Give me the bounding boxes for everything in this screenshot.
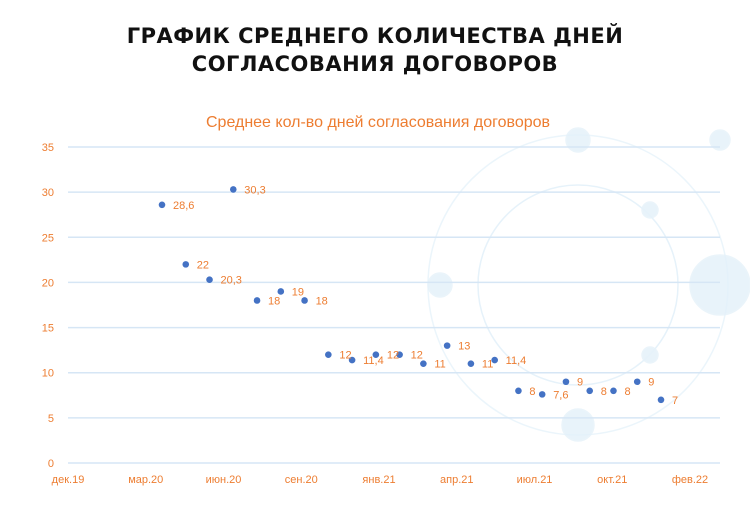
y-tick-label: 25 — [42, 232, 54, 244]
chart-title: Среднее кол-во дней согласования договор… — [206, 114, 550, 131]
data-label: 12 — [339, 350, 351, 362]
data-point — [443, 342, 451, 349]
data-label: 18 — [268, 295, 280, 307]
decor-circle — [477, 184, 679, 386]
decor-circle — [427, 134, 729, 436]
decor-circle — [565, 127, 591, 153]
decor-circle — [689, 254, 750, 316]
data-label: 12 — [387, 350, 399, 362]
data-label: 13 — [458, 341, 470, 353]
x-tick-label: июл.21 — [517, 474, 553, 486]
decor-circle — [641, 201, 659, 219]
data-point — [610, 387, 617, 395]
y-tick-label: 15 — [42, 323, 54, 335]
data-point — [562, 378, 570, 386]
data-point — [206, 276, 213, 284]
x-tick-label: янв.21 — [362, 474, 395, 486]
data-point — [325, 351, 332, 358]
data-label: 20,3 — [221, 275, 242, 287]
data-point — [158, 201, 166, 209]
data-point — [253, 297, 261, 304]
data-label: 22 — [197, 259, 209, 271]
data-label: 9 — [648, 377, 654, 389]
data-point — [301, 297, 308, 304]
data-label: 11,4 — [363, 355, 384, 367]
data-point — [182, 261, 190, 268]
y-tick-label: 30 — [42, 187, 54, 199]
x-tick-label: сен.20 — [285, 474, 318, 486]
page-title: ГРАФИК СРЕДНЕГО КОЛИЧЕСТВА ДНЕЙ СОГЛАСОВ… — [0, 22, 750, 78]
decor-circle — [709, 129, 731, 151]
y-tick-label: 0 — [48, 458, 54, 470]
data-label: 19 — [292, 286, 304, 298]
data-label: 11 — [482, 359, 493, 371]
data-point — [515, 387, 522, 395]
data-point — [467, 360, 475, 367]
y-tick-label: 35 — [42, 142, 54, 154]
decor-circle — [561, 408, 595, 442]
data-label: 7 — [672, 395, 678, 407]
data-point — [491, 356, 498, 364]
x-tick-label: июн.20 — [206, 474, 242, 486]
x-tick-label: апр.21 — [440, 474, 473, 486]
data-label: 8 — [624, 386, 630, 398]
data-point — [348, 356, 356, 364]
x-tick-label: дек.19 — [52, 474, 85, 486]
data-point — [586, 387, 594, 395]
data-point — [657, 396, 665, 404]
data-label: 12 — [411, 350, 423, 362]
x-tick-label: мар.20 — [128, 474, 163, 486]
data-point — [420, 360, 427, 367]
data-label: 11,4 — [506, 355, 527, 367]
page-title-line-2: СОГЛАСОВАНИЯ ДОГОВОРОВ — [191, 52, 559, 76]
y-tick-label: 10 — [42, 368, 54, 380]
data-label: 7,6 — [553, 389, 568, 401]
data-point — [633, 378, 641, 386]
data-label: 30,3 — [244, 184, 265, 196]
y-tick-label: 5 — [48, 413, 54, 425]
data-label: 11 — [434, 359, 445, 371]
data-point — [538, 391, 546, 398]
page-title-line-1: ГРАФИК СРЕДНЕГО КОЛИЧЕСТВА ДНЕЙ — [126, 24, 624, 48]
data-label: 18 — [316, 295, 328, 307]
data-point — [372, 351, 380, 358]
data-label: 8 — [529, 386, 535, 398]
data-label: 9 — [577, 377, 583, 389]
decor-circle — [427, 272, 453, 298]
background-decoration — [427, 127, 750, 442]
data-point — [396, 351, 403, 358]
x-tick-label: окт.21 — [597, 474, 627, 486]
x-tick-label: фев.22 — [672, 474, 708, 486]
y-tick-label: 20 — [42, 277, 54, 289]
data-label: 28,6 — [173, 200, 194, 212]
data-point — [277, 288, 285, 295]
data-point — [229, 186, 237, 193]
data-label: 8 — [601, 386, 607, 398]
